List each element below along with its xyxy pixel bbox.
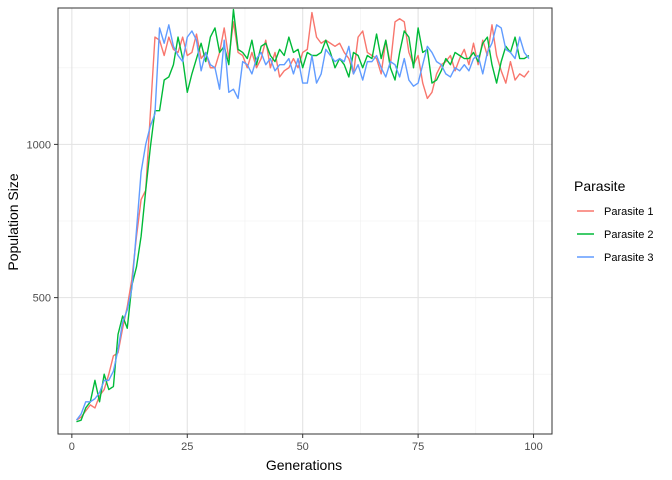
x-tick-label: 0 xyxy=(69,441,75,453)
series-line-1 xyxy=(76,11,530,421)
legend-label-2: Parasite 2 xyxy=(604,229,654,241)
x-axis: 0 25 50 75 100 xyxy=(69,434,543,453)
legend-title: Parasite xyxy=(574,178,626,194)
x-tick-label: 75 xyxy=(412,441,424,453)
major-gridlines xyxy=(58,8,552,434)
series-line-2 xyxy=(76,8,530,423)
minor-gridlines xyxy=(58,8,552,434)
y-axis-title: Population Size xyxy=(5,173,21,271)
series-line-3 xyxy=(75,24,530,421)
y-tick-label: 500 xyxy=(33,293,51,305)
plot-panel-border xyxy=(57,7,553,435)
legend-label-3: Parasite 3 xyxy=(604,252,654,264)
legend: Parasite Parasite 1 Parasite 2 Parasite 3 xyxy=(574,178,654,264)
x-axis-title: Generations xyxy=(266,457,342,473)
y-tick-label: 1000 xyxy=(27,139,51,151)
x-tick-label: 25 xyxy=(181,441,193,453)
legend-label-1: Parasite 1 xyxy=(604,206,654,218)
y-axis: 500 1000 xyxy=(27,139,58,305)
series-lines xyxy=(75,8,530,423)
x-tick-label: 50 xyxy=(297,441,309,453)
x-tick-label: 100 xyxy=(524,441,542,453)
